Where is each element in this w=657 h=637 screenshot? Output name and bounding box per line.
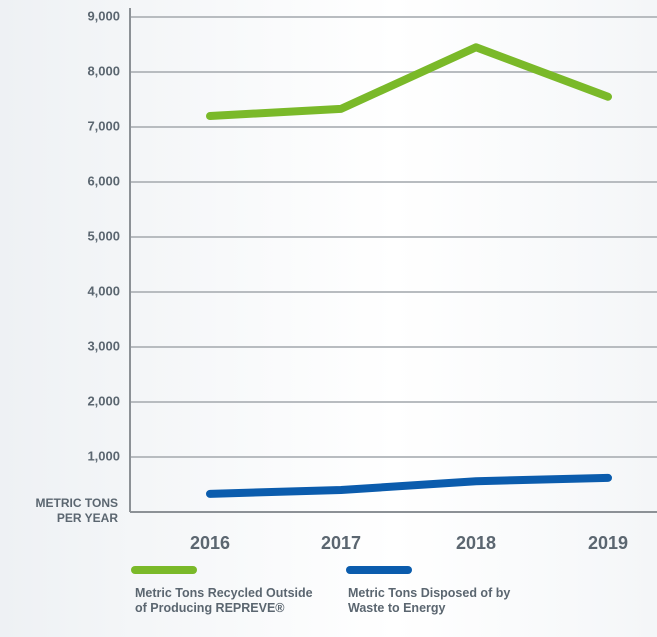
y-axis-label: METRIC TONS PER YEAR	[36, 496, 119, 525]
y-tick-label: 1,000	[87, 448, 120, 463]
y-tick-label: 8,000	[87, 63, 120, 78]
y-tick-label: 4,000	[87, 283, 120, 298]
legend-label: Metric Tons Disposed of by Waste to Ener…	[348, 586, 511, 615]
y-tick-label: 7,000	[87, 118, 120, 133]
legend-label: Metric Tons Recycled Outside of Producin…	[135, 586, 313, 615]
data-line	[206, 473, 612, 498]
data-line	[206, 43, 612, 120]
y-axis-label-line: METRIC TONS	[36, 496, 118, 510]
y-axis-label-line: PER YEAR	[57, 511, 118, 525]
y-tick-label: 6,000	[87, 173, 120, 188]
x-tick-label: 2017	[321, 533, 361, 553]
x-tick-label: 2019	[588, 533, 628, 553]
y-tick-label: 5,000	[87, 228, 120, 243]
y-tick-label: 3,000	[87, 338, 120, 353]
x-tick-label: 2018	[456, 533, 496, 553]
y-tick-label: 2,000	[87, 393, 120, 408]
y-tick-label: 9,000	[87, 8, 120, 23]
x-tick-label: 2016	[190, 533, 230, 553]
